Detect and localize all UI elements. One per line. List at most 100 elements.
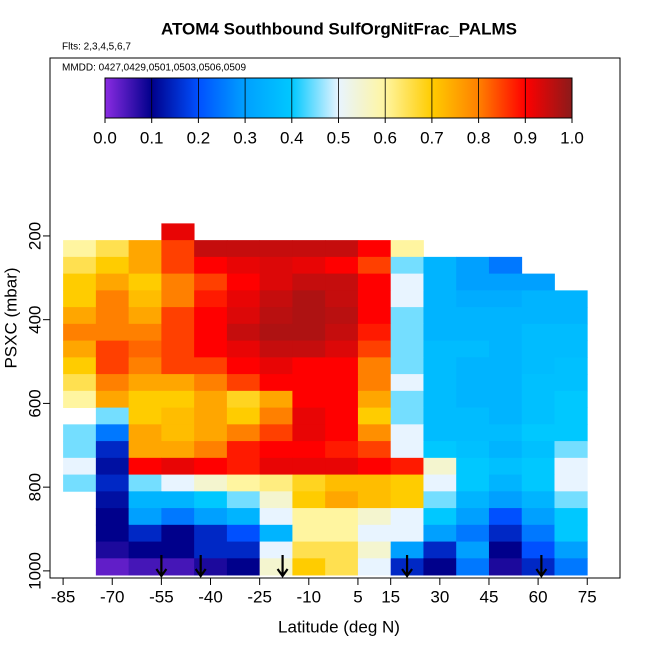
heatmap-cell xyxy=(128,357,162,375)
heatmap-cell xyxy=(161,524,195,542)
colorbar-tick-label: 1.0 xyxy=(560,128,584,147)
heatmap-cell xyxy=(325,323,359,342)
y-axis-label: PSXC (mbar) xyxy=(1,267,20,368)
heatmap-cell xyxy=(128,491,162,509)
heatmap-cell xyxy=(194,256,228,275)
heatmap-cell xyxy=(161,441,195,459)
heatmap-cell xyxy=(259,441,293,459)
heatmap-cell xyxy=(292,307,326,325)
heatmap-cell xyxy=(259,508,293,526)
x-tick-label: 30 xyxy=(430,587,449,606)
heatmap-cell xyxy=(456,424,490,442)
heatmap-cell xyxy=(95,441,130,459)
heatmap-cell xyxy=(292,273,326,291)
heatmap-cell xyxy=(456,558,490,576)
heatmap-cell xyxy=(488,357,523,375)
heatmap-cell xyxy=(95,508,130,526)
heatmap-cell xyxy=(325,357,359,375)
heatmap-cell xyxy=(226,474,261,492)
heatmap-cell xyxy=(161,541,195,559)
heatmap-cell xyxy=(456,374,490,392)
x-tick-label: -85 xyxy=(51,587,76,606)
heatmap-cell xyxy=(488,491,523,509)
heatmap-cell xyxy=(521,290,555,308)
heatmap-cell xyxy=(357,273,392,291)
heatmap-cell xyxy=(63,457,97,475)
heatmap-cell xyxy=(390,290,424,308)
heatmap-cell xyxy=(226,357,261,375)
heatmap-cell xyxy=(194,340,228,358)
x-tick-label: -25 xyxy=(247,587,272,606)
heatmap-cell xyxy=(226,524,261,542)
heatmap-cell xyxy=(554,374,588,392)
heatmap-cell xyxy=(128,307,162,325)
heatmap-cell xyxy=(161,256,195,275)
heatmap-cell xyxy=(423,307,457,325)
heatmap-cell xyxy=(292,457,326,475)
heatmap-cell xyxy=(292,290,326,308)
heatmap-cell xyxy=(128,374,162,392)
heatmap-cell xyxy=(63,307,97,325)
heatmap-cell xyxy=(325,524,359,542)
heatmap-cell xyxy=(423,273,457,291)
heatmap-cell xyxy=(521,508,555,526)
x-tick-label: -55 xyxy=(149,587,174,606)
heatmap-cell xyxy=(423,407,457,425)
heatmap-cell xyxy=(521,273,555,291)
heatmap-cell xyxy=(521,424,555,442)
heatmap-cell xyxy=(357,256,392,275)
heatmap-cell xyxy=(259,541,293,559)
heatmap-cell xyxy=(390,424,424,442)
heatmap-cell xyxy=(292,407,326,425)
heatmap xyxy=(63,223,588,576)
heatmap-cell xyxy=(357,508,392,526)
heatmap-cell xyxy=(554,357,588,375)
heatmap-cell xyxy=(488,441,523,459)
heatmap-cell xyxy=(456,390,490,408)
heatmap-cell xyxy=(259,290,293,308)
heatmap-cell xyxy=(95,390,130,408)
x-tick-label: 15 xyxy=(381,587,400,606)
heatmap-cell xyxy=(259,558,293,576)
heatmap-cell xyxy=(325,491,359,509)
heatmap-cell xyxy=(390,541,424,559)
heatmap-cell xyxy=(259,340,293,358)
heatmap-cell xyxy=(95,357,130,375)
y-tick-label: 400 xyxy=(25,305,44,333)
heatmap-cell xyxy=(128,323,162,342)
heatmap-cell xyxy=(194,424,228,442)
heatmap-cell xyxy=(456,407,490,425)
heatmap-cell xyxy=(423,558,457,576)
heatmap-cell xyxy=(554,474,588,492)
heatmap-cell xyxy=(128,424,162,442)
heatmap-cell xyxy=(554,524,588,542)
heatmap-cell xyxy=(357,424,392,442)
heatmap-cell xyxy=(390,323,424,342)
heatmap-cell xyxy=(259,474,293,492)
heatmap-cell xyxy=(521,558,555,576)
heatmap-cell xyxy=(521,524,555,542)
heatmap-cell xyxy=(357,374,392,392)
heatmap-cell xyxy=(554,558,588,576)
heatmap-cell xyxy=(423,524,457,542)
heatmap-cell xyxy=(95,558,130,576)
heatmap-cell xyxy=(554,323,588,342)
heatmap-cell xyxy=(292,508,326,526)
heatmap-cell xyxy=(292,474,326,492)
heatmap-cell xyxy=(292,524,326,542)
chart-title: ATOM4 Southbound SulfOrgNitFrac_PALMS xyxy=(161,19,517,38)
heatmap-cell xyxy=(259,407,293,425)
arrow xyxy=(194,555,207,578)
y-tick-label: 1000 xyxy=(25,552,44,590)
heatmap-cell xyxy=(357,474,392,492)
heatmap-cell xyxy=(63,424,97,442)
heatmap-cell xyxy=(95,424,130,442)
heatmap-cell xyxy=(521,390,555,408)
heatmap-cell xyxy=(423,357,457,375)
heatmap-cell xyxy=(259,256,293,275)
heatmap-cell xyxy=(161,457,195,475)
heatmap-cell xyxy=(161,390,195,408)
heatmap-cell xyxy=(161,307,195,325)
heatmap-cell xyxy=(161,323,195,342)
heatmap-cell xyxy=(128,558,162,576)
